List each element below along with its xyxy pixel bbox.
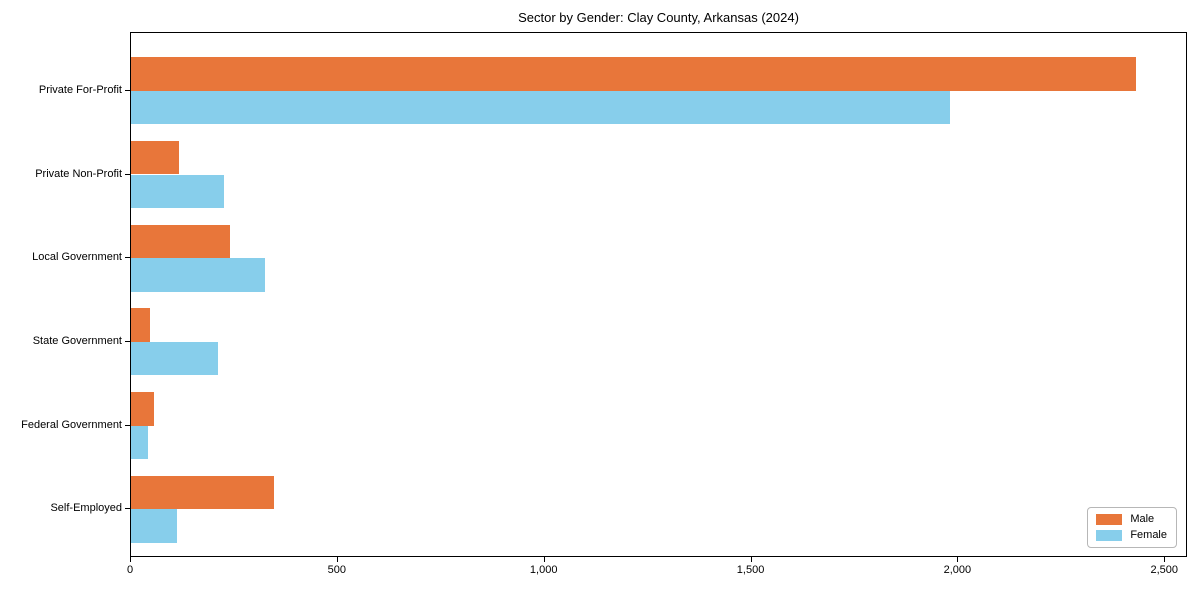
- x-tick-mark: [750, 557, 752, 562]
- bar-female-private-for-profit: [131, 90, 951, 125]
- bar-female-local-government: [131, 258, 266, 292]
- bar-female-private-non-profit: [131, 174, 225, 208]
- x-tick-mark: [1164, 557, 1166, 562]
- x-tick-mark: [543, 557, 545, 562]
- y-tick-mark: [125, 340, 130, 342]
- y-tick-mark: [125, 257, 130, 259]
- y-tick-label: Federal Government: [21, 418, 122, 431]
- y-tick-mark: [125, 89, 130, 91]
- x-tick-label: 1,000: [529, 564, 558, 576]
- legend-label-male: Male: [1130, 513, 1155, 525]
- legend-label-female: Female: [1130, 529, 1167, 541]
- legend: Male Female: [1087, 507, 1177, 548]
- legend-swatch-female: [1096, 530, 1123, 541]
- x-tick-label: 0: [126, 564, 134, 576]
- bar-female-self-employed: [131, 509, 177, 543]
- bar-male-local-government: [131, 224, 231, 259]
- bar-female-state-government: [131, 341, 218, 376]
- y-tick-mark: [125, 508, 130, 510]
- y-tick-label: Private Non-Profit: [35, 167, 122, 180]
- bar-male-state-government: [131, 308, 150, 342]
- bar-male-private-for-profit: [131, 57, 1137, 91]
- legend-swatch-male: [1096, 514, 1123, 525]
- y-tick-mark: [125, 173, 130, 175]
- plot-area: Male Female: [130, 32, 1187, 557]
- x-tick-mark: [957, 557, 959, 562]
- y-tick-label: Local Government: [32, 251, 122, 264]
- x-tick-mark: [336, 557, 338, 562]
- x-tick-label: 2,000: [943, 564, 972, 576]
- x-tick-label: 2,500: [1150, 564, 1178, 576]
- y-tick-label: Private For-Profit: [38, 83, 122, 96]
- y-tick-mark: [125, 424, 130, 426]
- y-tick-label: Self-Employed: [50, 502, 122, 515]
- x-tick-mark: [130, 557, 131, 562]
- bar-male-private-non-profit: [131, 141, 179, 175]
- legend-item-male: Male: [1096, 514, 1167, 525]
- bar-female-federal-government: [131, 425, 148, 460]
- legend-item-female: Female: [1096, 530, 1167, 541]
- chart-title: Sector by Gender: Clay County, Arkansas …: [518, 10, 799, 25]
- bar-male-federal-government: [131, 392, 154, 426]
- y-tick-label: State Government: [32, 334, 122, 347]
- bar-male-self-employed: [131, 475, 274, 510]
- x-tick-label: 1,500: [736, 564, 765, 576]
- x-tick-label: 500: [327, 564, 347, 576]
